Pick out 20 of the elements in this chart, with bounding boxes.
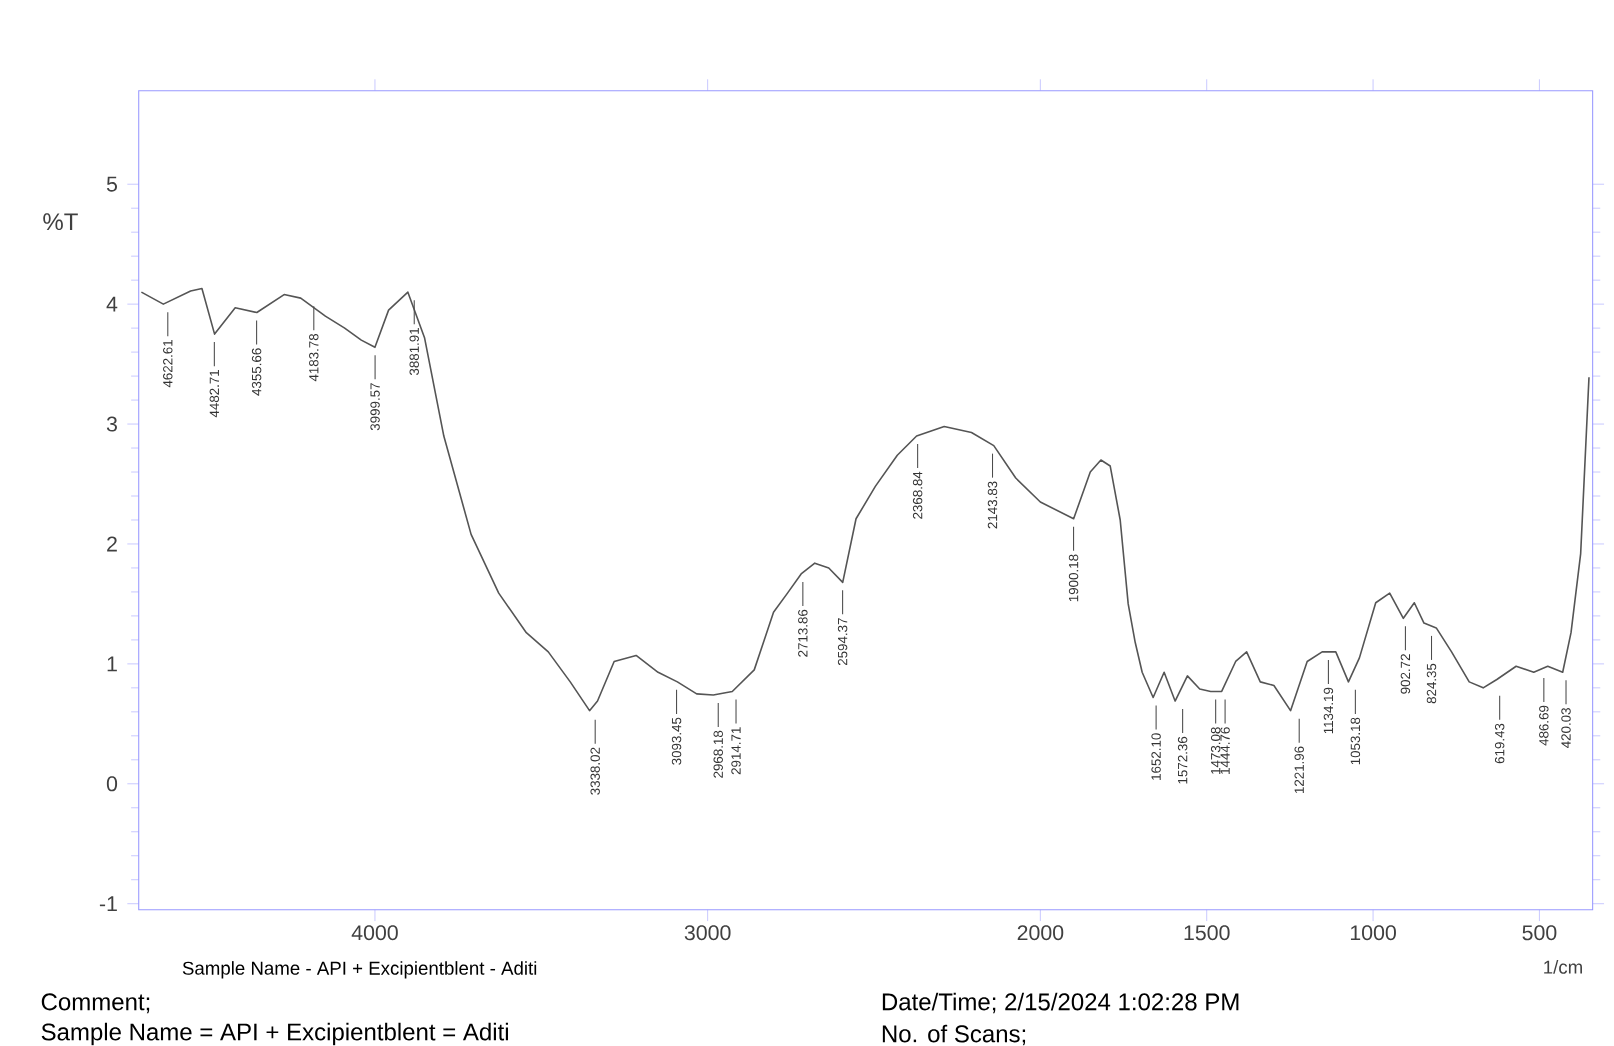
y-tick-label: 1 xyxy=(107,656,117,672)
x-axis-title: 1/cm xyxy=(1544,960,1582,974)
text: Sample Name - API + Excipientblent - Aditi xyxy=(182,961,537,979)
y-tick-label: 2 xyxy=(107,536,117,552)
x-tick-label: 1000 xyxy=(1350,925,1396,941)
text: Sample Name = API + Excipientblent = Aditi xyxy=(41,1022,508,1046)
x-tick-label: 3000 xyxy=(684,925,731,941)
text: No. of Scans; xyxy=(882,1024,1026,1046)
x-tick-label: 4000 xyxy=(351,925,398,941)
text: Date/Time; 2/15/2024 1:02:28 PM xyxy=(882,992,1239,1014)
x-tick-label: 1500 xyxy=(1184,925,1230,941)
y-tick-label: -1 xyxy=(99,896,117,912)
y-tick-label: 4 xyxy=(106,296,118,312)
y-tick-label: 0 xyxy=(106,776,118,792)
y-axis-title: %T xyxy=(43,213,78,231)
x-tick-label: 2000 xyxy=(1017,925,1064,941)
y-tick-label: 3 xyxy=(106,416,117,432)
x-tick-label: 500 xyxy=(1522,925,1557,941)
y-tick-label: 5 xyxy=(106,176,117,192)
text: Comment; xyxy=(41,993,150,1014)
